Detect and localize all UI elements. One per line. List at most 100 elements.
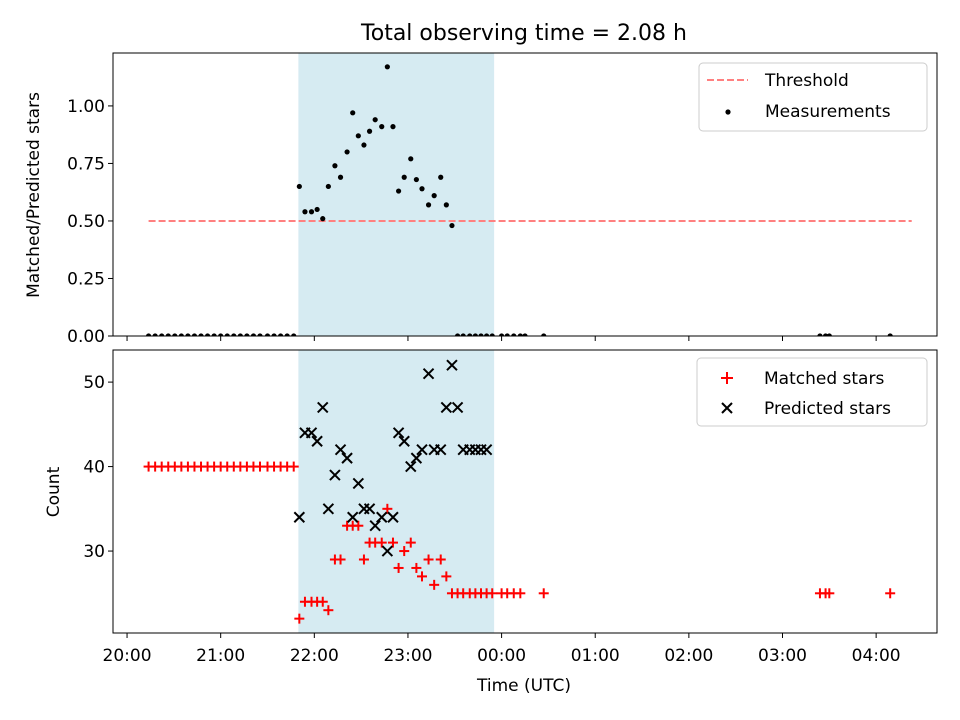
matched-star-point [441,571,452,582]
top-legend: Threshold Measurements [698,62,928,132]
bottom-y-axis-label: Count [44,466,64,517]
matched-star-point [885,588,896,599]
measurement-point [320,216,326,222]
top-x-ticks [126,336,877,341]
top-y-tick-label: 0.50 [67,212,105,232]
legend-threshold-label: Threshold [764,71,849,91]
bottom-x-tick-label: 03:00 [758,646,807,666]
measurement-point [826,333,832,336]
predicted-star-stroke-b [293,511,306,523]
matched-star-point [399,546,410,557]
predicted-star-point [422,367,435,380]
predicted-star-point [451,401,464,414]
legend-measurements-swatch [725,109,731,115]
observing-span-top [298,53,495,336]
legend-matched-swatch [721,372,733,384]
predicted-star-point [392,427,405,439]
matched-star-point [417,571,427,582]
measurement-point [372,117,378,123]
predicted-star-stroke-b [410,452,423,464]
measurement-point [244,333,250,336]
measurement-point [165,333,171,336]
measurement-point [231,333,237,336]
measurement-point [541,333,547,336]
matched-star-point [435,554,446,565]
bottom-y-tick-label: 30 [83,542,105,562]
measurement-point [489,333,495,336]
predicted-star-point [387,511,399,523]
matched-star-point [317,596,328,607]
bottom-y-ticks: 30 40 50 [83,373,113,562]
measurement-point [237,333,243,336]
measurement-point [350,110,356,116]
measurement-point [355,133,361,139]
measurement-point [314,206,320,213]
predicted-star-point [293,511,306,523]
top-axes-frame [112,52,938,337]
bottom-x-tick-label: 00:00 [477,646,526,666]
top-y-ticks: 0.00 0.25 0.50 0.75 1.00 [67,97,113,347]
measurement-point [344,149,350,155]
predicted-star-stroke-b [392,427,405,439]
matched-star-point [294,613,305,624]
matched-star-point [538,588,549,599]
matched-star-point [515,588,526,599]
chart-title: Total observing time = 2.08 h [360,21,687,46]
predicted-star-point [446,359,458,371]
top-y-axis-label: Matched/Predicted stars [24,92,44,298]
legend-measurements-label: Measurements [765,102,891,122]
measurement-point [395,188,402,194]
observing-span-bottom [298,350,495,633]
predicted-star-point [317,401,329,414]
predicted-star-stroke-b [341,452,353,464]
measurement-point [390,124,396,130]
predicted-star-stroke-b [347,511,359,523]
bottom-x-tick-label: 21:00 [196,646,245,666]
measurement-point [337,174,344,180]
bottom-legend-box [696,357,928,427]
measurement-point [498,333,505,336]
predicted-star-stroke-b [329,469,341,481]
predicted-star-stroke-b [322,503,335,515]
matched-star-point [288,461,299,472]
predicted-star-point [381,545,394,557]
measurement-point [145,333,152,336]
matched-star-point [353,520,364,531]
measurement-point [185,333,191,336]
bottom-x-tick-label: 20:00 [103,646,152,666]
measurement-point [198,333,204,336]
matched-star-point [382,503,393,514]
predicted-star-point [334,443,347,456]
measurement-point [159,333,165,336]
matched-star-point [323,605,334,616]
measurement-point [204,333,211,336]
predicted-star-stroke-b [317,401,329,414]
measurement-point [384,64,390,70]
predicted-star-point [398,435,410,447]
matched-star-point [824,588,835,599]
measurement-point [425,202,432,208]
top-y-tick-label: 0.00 [67,327,105,347]
bottom-y-tick-label: 40 [83,458,105,478]
measurement-point [504,333,510,336]
measurement-point [379,124,385,130]
predicted-star-point [311,435,323,447]
matched-star-point [405,537,416,548]
predicted-star-point [376,511,388,523]
panel-counts: 30 40 50 20:00 21:00 22:00 23:00 00:00 01:00 02:… [44,349,938,696]
predicted-star-point [435,443,447,456]
measurement-point [278,333,284,336]
bottom-x-ticks: 20:00 21:00 22:00 23:00 00:00 01:00 02:00 03:00… [103,633,901,666]
legend-matched-label: Matched stars [764,369,884,389]
measurement-point [284,333,290,336]
measurement-point [438,174,444,180]
predicted-star-point [322,503,335,515]
measurement-point [817,333,823,336]
measurement-point [401,174,407,180]
measurement-point [472,333,478,336]
matched-star-point [429,579,440,590]
measurement-point [178,333,184,336]
predicted-star-stroke-b [398,435,410,447]
predicted-star-stroke-b [451,401,464,414]
measurement-point [517,333,523,336]
